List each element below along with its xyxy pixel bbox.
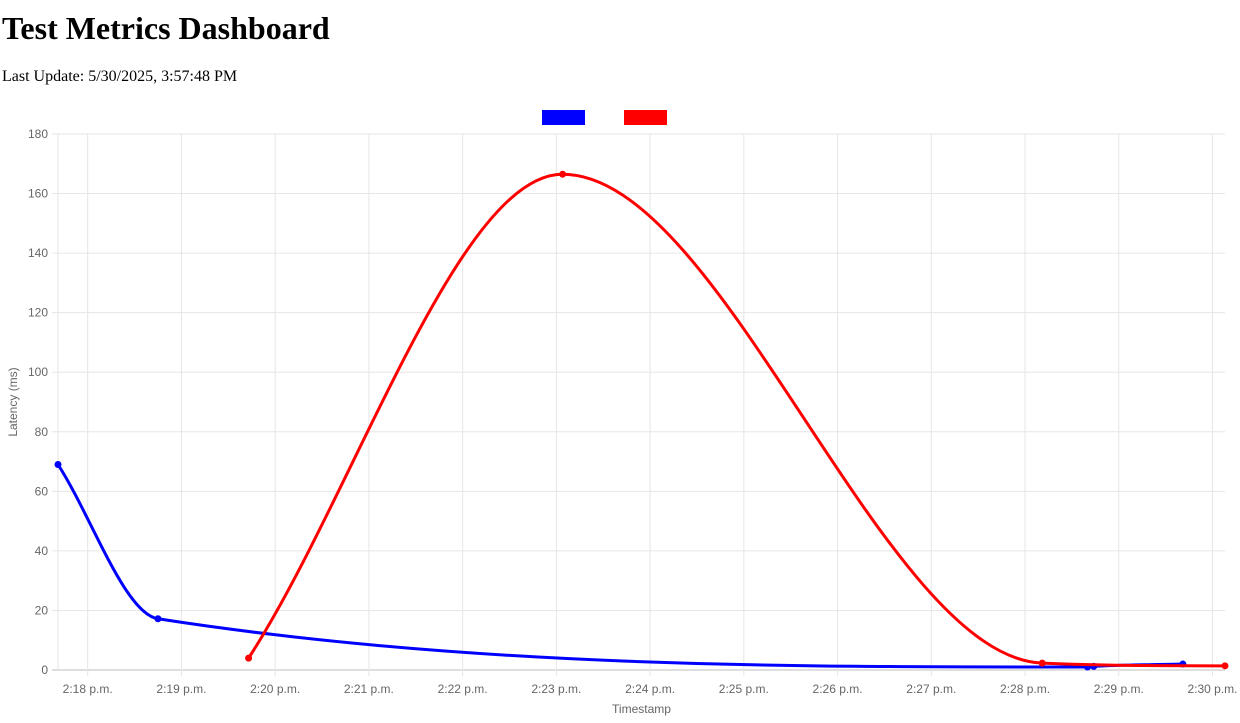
y-tick-label: 60 <box>35 484 49 498</box>
y-axis-label: Latency (ms) <box>6 367 20 436</box>
latency-chart: 0 20 40 60 80 100 120 140 160 180 2:18 p.m. 2:19 p.… <box>6 110 1238 716</box>
last-update: Last Update: 5/30/2025, 3:57:48 PM <box>2 68 237 86</box>
x-tick-label: 2:20 p.m. <box>250 682 300 696</box>
data-point[interactable] <box>154 615 162 623</box>
x-tick-label: 2:28 p.m. <box>1000 682 1050 696</box>
y-tick-label: 180 <box>28 127 48 141</box>
y-tick-label: 80 <box>35 425 49 439</box>
y-tick-label: 140 <box>28 246 48 260</box>
y-tick-label: 160 <box>28 187 48 201</box>
data-point[interactable] <box>559 170 567 178</box>
x-tick-label: 2:18 p.m. <box>63 682 113 696</box>
legend-swatch-2[interactable] <box>624 110 667 125</box>
chart-grid <box>52 133 1225 676</box>
series-line-2 <box>247 172 1226 668</box>
x-tick-label: 2:30 p.m. <box>1187 682 1237 696</box>
x-axis-label: Timestamp <box>612 702 671 716</box>
page-title: Test Metrics Dashboard <box>2 10 330 46</box>
x-tick-label: 2:26 p.m. <box>813 682 863 696</box>
last-update-label: Last Update: <box>2 68 85 85</box>
x-tick-label: 2:29 p.m. <box>1094 682 1144 696</box>
series-line-1 <box>56 463 1183 669</box>
chart-axes: 0 20 40 60 80 100 120 140 160 180 2:18 p.m. 2:19 p.… <box>28 127 1238 696</box>
data-point[interactable] <box>1221 662 1229 670</box>
legend-swatch-1[interactable] <box>542 110 585 125</box>
chart-series <box>54 170 1229 671</box>
data-point[interactable] <box>54 461 62 469</box>
x-tick-label: 2:25 p.m. <box>719 682 769 696</box>
data-point[interactable] <box>1038 659 1046 667</box>
x-tick-label: 2:19 p.m. <box>156 682 206 696</box>
y-tick-label: 120 <box>28 306 48 320</box>
x-tick-label: 2:21 p.m. <box>344 682 394 696</box>
y-tick-label: 40 <box>35 544 49 558</box>
y-tick-label: 100 <box>28 365 48 379</box>
y-tick-label: 20 <box>35 603 49 617</box>
y-tick-label: 0 <box>41 663 48 677</box>
chart-legend[interactable] <box>542 110 667 125</box>
x-tick-label: 2:22 p.m. <box>438 682 488 696</box>
x-tick-label: 2:23 p.m. <box>531 682 581 696</box>
x-tick-label: 2:24 p.m. <box>625 682 675 696</box>
data-point[interactable] <box>245 654 253 662</box>
last-update-value: 5/30/2025, 3:57:48 PM <box>88 68 238 85</box>
x-tick-label: 2:27 p.m. <box>906 682 956 696</box>
